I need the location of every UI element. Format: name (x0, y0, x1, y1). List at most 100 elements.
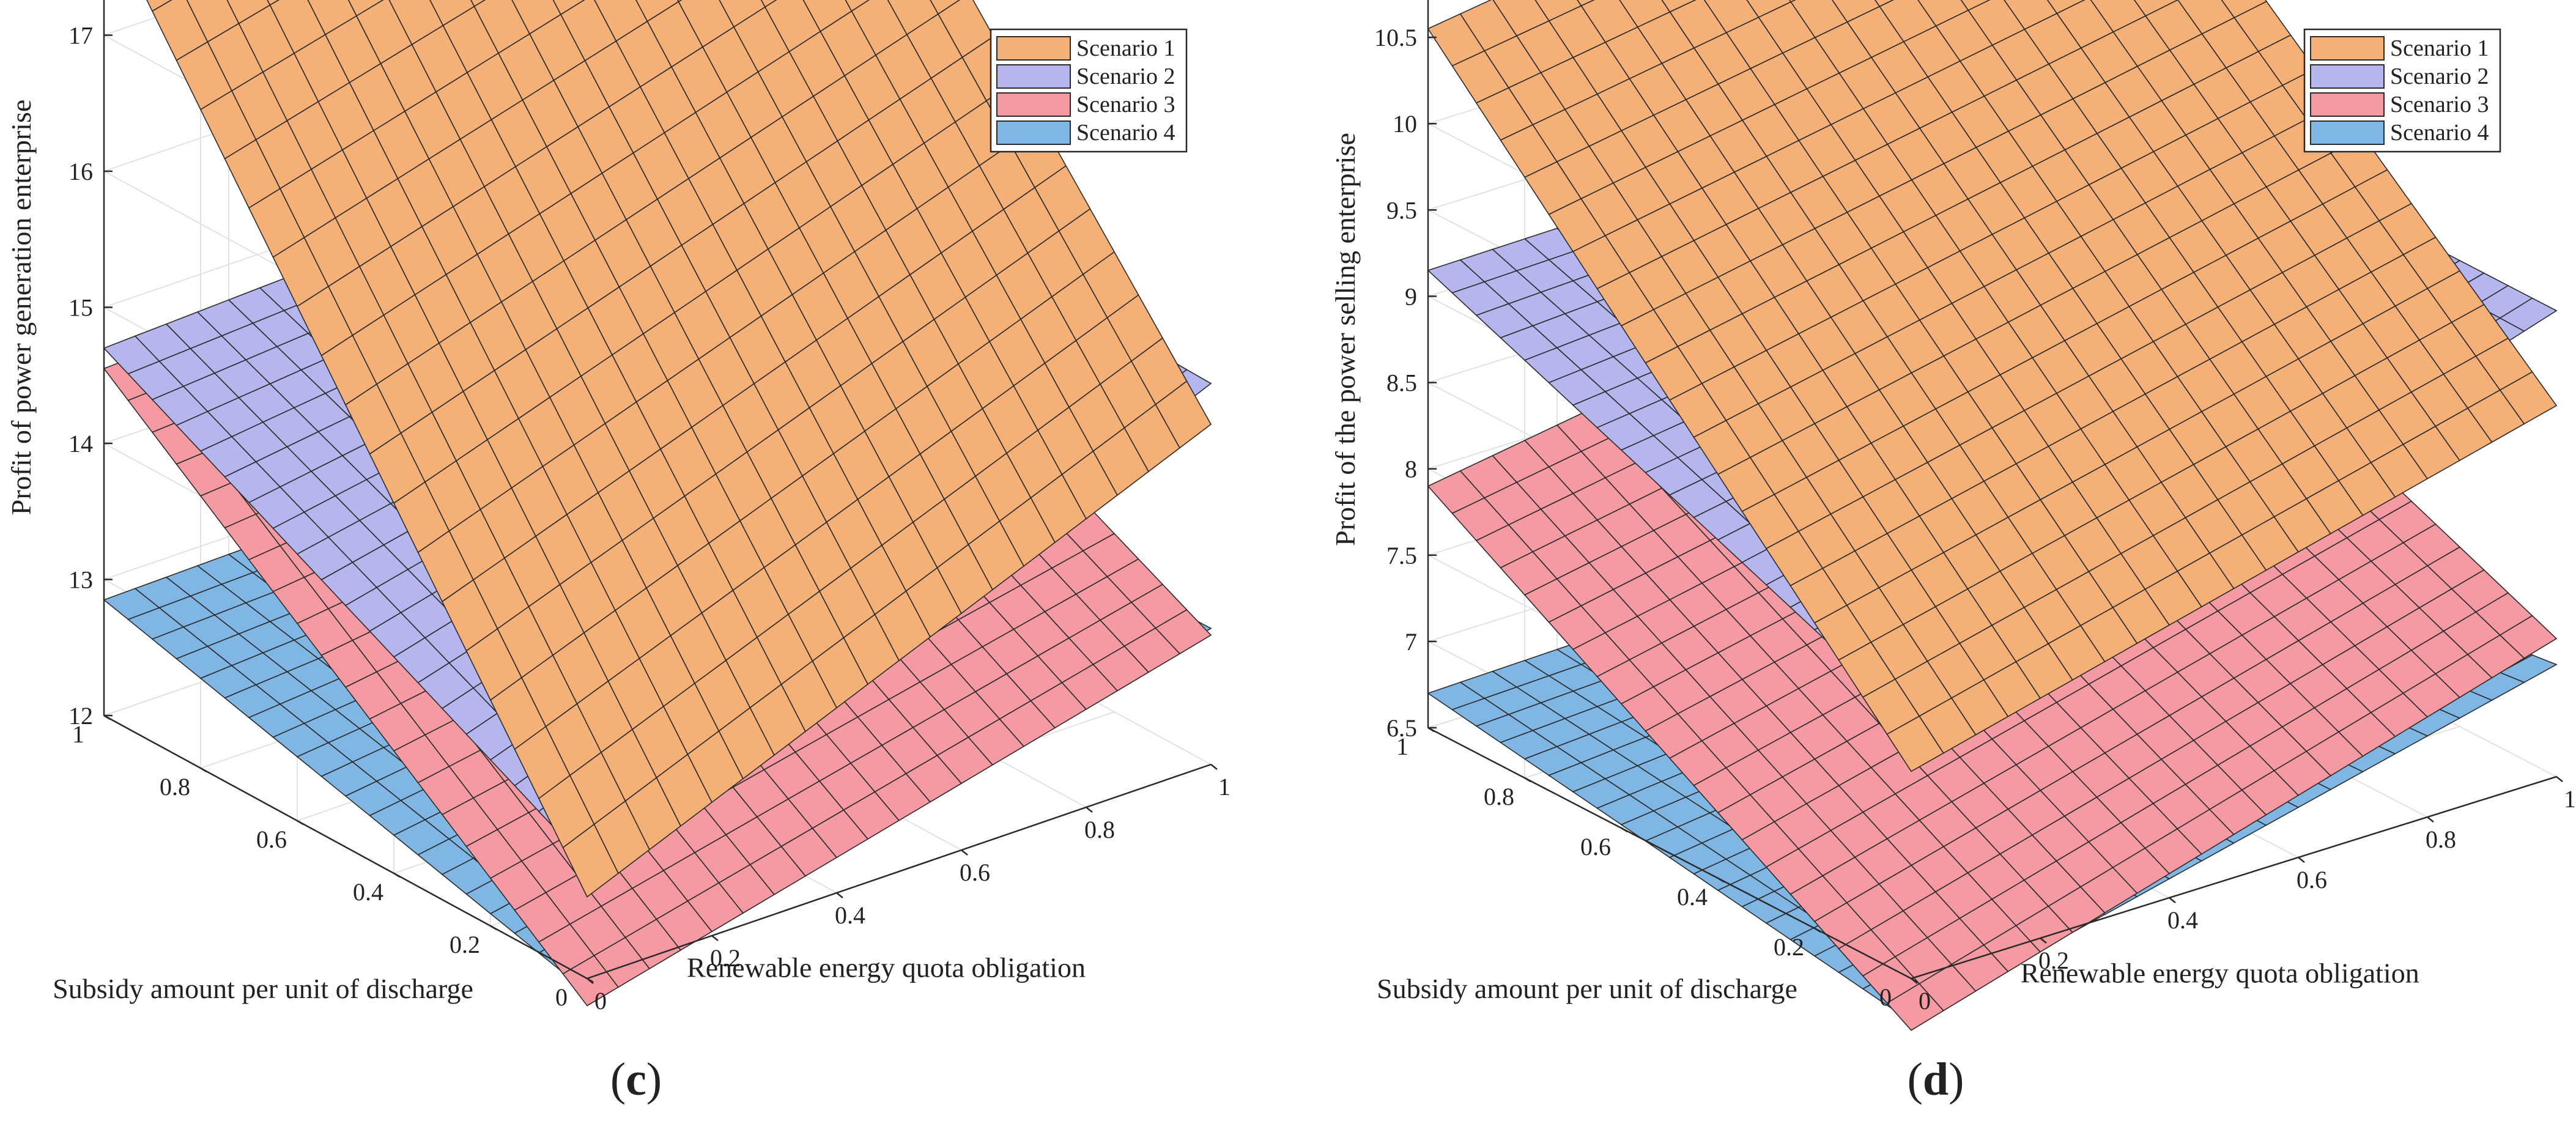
legend-swatch (2310, 120, 2385, 145)
y-tick (297, 819, 304, 826)
z-tick-label: 14 (68, 430, 93, 457)
y-tick-label: 1 (72, 720, 84, 748)
legend-entry: Scenario 3 (2310, 92, 2489, 117)
z-tick-label: 6.5 (1386, 714, 1417, 742)
x-tick (711, 935, 719, 941)
z-axis-title: Profit of the power selling enterprise (1330, 133, 1361, 546)
x-tick (2298, 857, 2305, 863)
x-tick-label: 0.8 (2426, 826, 2456, 853)
legend-swatch (2310, 36, 2385, 61)
surfaces (1427, 0, 2558, 1031)
legend: Scenario 1 Scenario 2 Scenario 3 Scenario 4 (990, 28, 1188, 153)
legend-label: Scenario 3 (1076, 92, 1175, 117)
surface-cell (845, 0, 870, 12)
y-tick-label: 0 (1879, 983, 1892, 1011)
x-tick (2040, 938, 2047, 944)
tick-labels: 00.20.40.60.8100.20.40.60.816.577.588.59… (1374, 24, 2576, 1015)
z-tick-label: 10.5 (1374, 24, 1417, 51)
surface-cell (2499, 371, 2558, 425)
z-tick-label: 7.5 (1386, 542, 1417, 569)
y-tick (393, 872, 401, 878)
z-axis-title: Profit of power generation enterprise (6, 100, 37, 516)
legend-entry: Scenario 1 (2310, 35, 2489, 61)
legend-entry: Scenario 1 (996, 35, 1175, 61)
z-tick-label: 8.5 (1386, 369, 1417, 397)
axes-lines (1427, 0, 2557, 980)
panel-tag: (d) (1908, 1054, 1964, 1105)
x-tick-label: 0.4 (2167, 906, 2198, 934)
surface-cell (1960, 0, 1991, 11)
x-tick (2556, 776, 2563, 782)
surface-cell (146, 0, 172, 12)
z-tick-label: 15 (68, 294, 93, 322)
y-axis-title: Subsidy amount per unit of discharge (1377, 973, 1797, 1004)
z-tick-label: 9.5 (1386, 196, 1417, 224)
y-axis-line (103, 714, 588, 980)
y-tick-label: 0.4 (353, 878, 383, 906)
x-tick-label: 1 (1218, 773, 1231, 801)
y-tick-label: 0.8 (160, 773, 190, 801)
x-axis-line (587, 763, 1212, 980)
legend-label: Scenario 3 (2390, 92, 2489, 117)
surface-cell (760, 0, 777, 8)
z-tick-label: 16 (68, 158, 93, 185)
surface-cell (2499, 615, 2558, 659)
surface-scenario-1 (1427, 0, 2558, 772)
legend-entry: Scenario 2 (996, 64, 1175, 89)
x-tick (961, 849, 968, 856)
y-tick-label: 1 (1396, 733, 1408, 760)
legend-label: Scenario 2 (1076, 64, 1175, 89)
y-tick (1621, 827, 1628, 833)
legend-label: Scenario 1 (1076, 35, 1175, 61)
x-axis-title: Renewable energy quota obligation (2021, 958, 2419, 989)
y-tick-label: 0.4 (1677, 883, 1708, 911)
surface-scenario-1 (146, 0, 1212, 898)
legend-label: Scenario 4 (1076, 120, 1175, 146)
z-tick-label: 12 (68, 702, 93, 730)
z-tick-label: 10 (1393, 110, 1417, 138)
x-tick-label: 0 (594, 987, 607, 1015)
y-tick-label: 0.8 (1484, 783, 1514, 810)
y-tick (1524, 777, 1531, 783)
x-tick-label: 0 (1919, 987, 1931, 1015)
x-tick (836, 892, 843, 898)
legend-entry: Scenario 3 (996, 92, 1175, 117)
z-tick-label: 17 (68, 22, 93, 50)
x-tick-label: 1 (2564, 785, 2576, 813)
z-tick-label: 9 (1405, 283, 1417, 310)
x-tick-label: 0.4 (835, 901, 865, 929)
x-tick-label: 0.2 (2038, 947, 2069, 974)
x-tick (2427, 816, 2434, 823)
y-tick (1717, 877, 1725, 883)
z-tick-label: 7 (1405, 628, 1417, 656)
legend-swatch (996, 120, 1071, 145)
legend-swatch (2310, 92, 2385, 117)
y-tick-label: 0.6 (256, 826, 287, 853)
chart-panel-c: 00.20.40.60.8100.20.40.60.81121314151617… (6, 0, 1231, 1105)
x-tick (1210, 764, 1218, 770)
y-tick (1911, 977, 1918, 983)
y-tick (587, 977, 594, 983)
y-tick (200, 767, 207, 773)
legend-entry: Scenario 4 (2310, 120, 2489, 146)
y-tick-label: 0.6 (1580, 833, 1611, 860)
z-tick-label: 13 (68, 566, 93, 594)
legend-swatch (996, 64, 1071, 89)
y-axis-line (1427, 727, 1912, 980)
x-tick-label: 0.8 (1084, 816, 1115, 843)
tick-labels: 00.20.40.60.8100.20.40.60.81121314151617… (68, 22, 1231, 1015)
panel-tag: (c) (610, 1054, 662, 1105)
x-tick-label: 0.6 (2297, 866, 2327, 893)
surface-cell (1155, 609, 1212, 654)
legend-entry: Scenario 4 (996, 120, 1175, 146)
y-tick (490, 925, 497, 931)
legend-label: Scenario 2 (2390, 64, 2489, 89)
x-axis-title: Renewable energy quota obligation (687, 952, 1086, 983)
legend-swatch (996, 36, 1071, 61)
y-axis-title: Subsidy amount per unit of discharge (53, 973, 473, 1004)
surface-cell (1155, 380, 1212, 449)
x-tick-label: 0.2 (710, 944, 741, 972)
x-axis-line (1911, 775, 2557, 980)
z-tick-label: 8 (1405, 456, 1417, 483)
